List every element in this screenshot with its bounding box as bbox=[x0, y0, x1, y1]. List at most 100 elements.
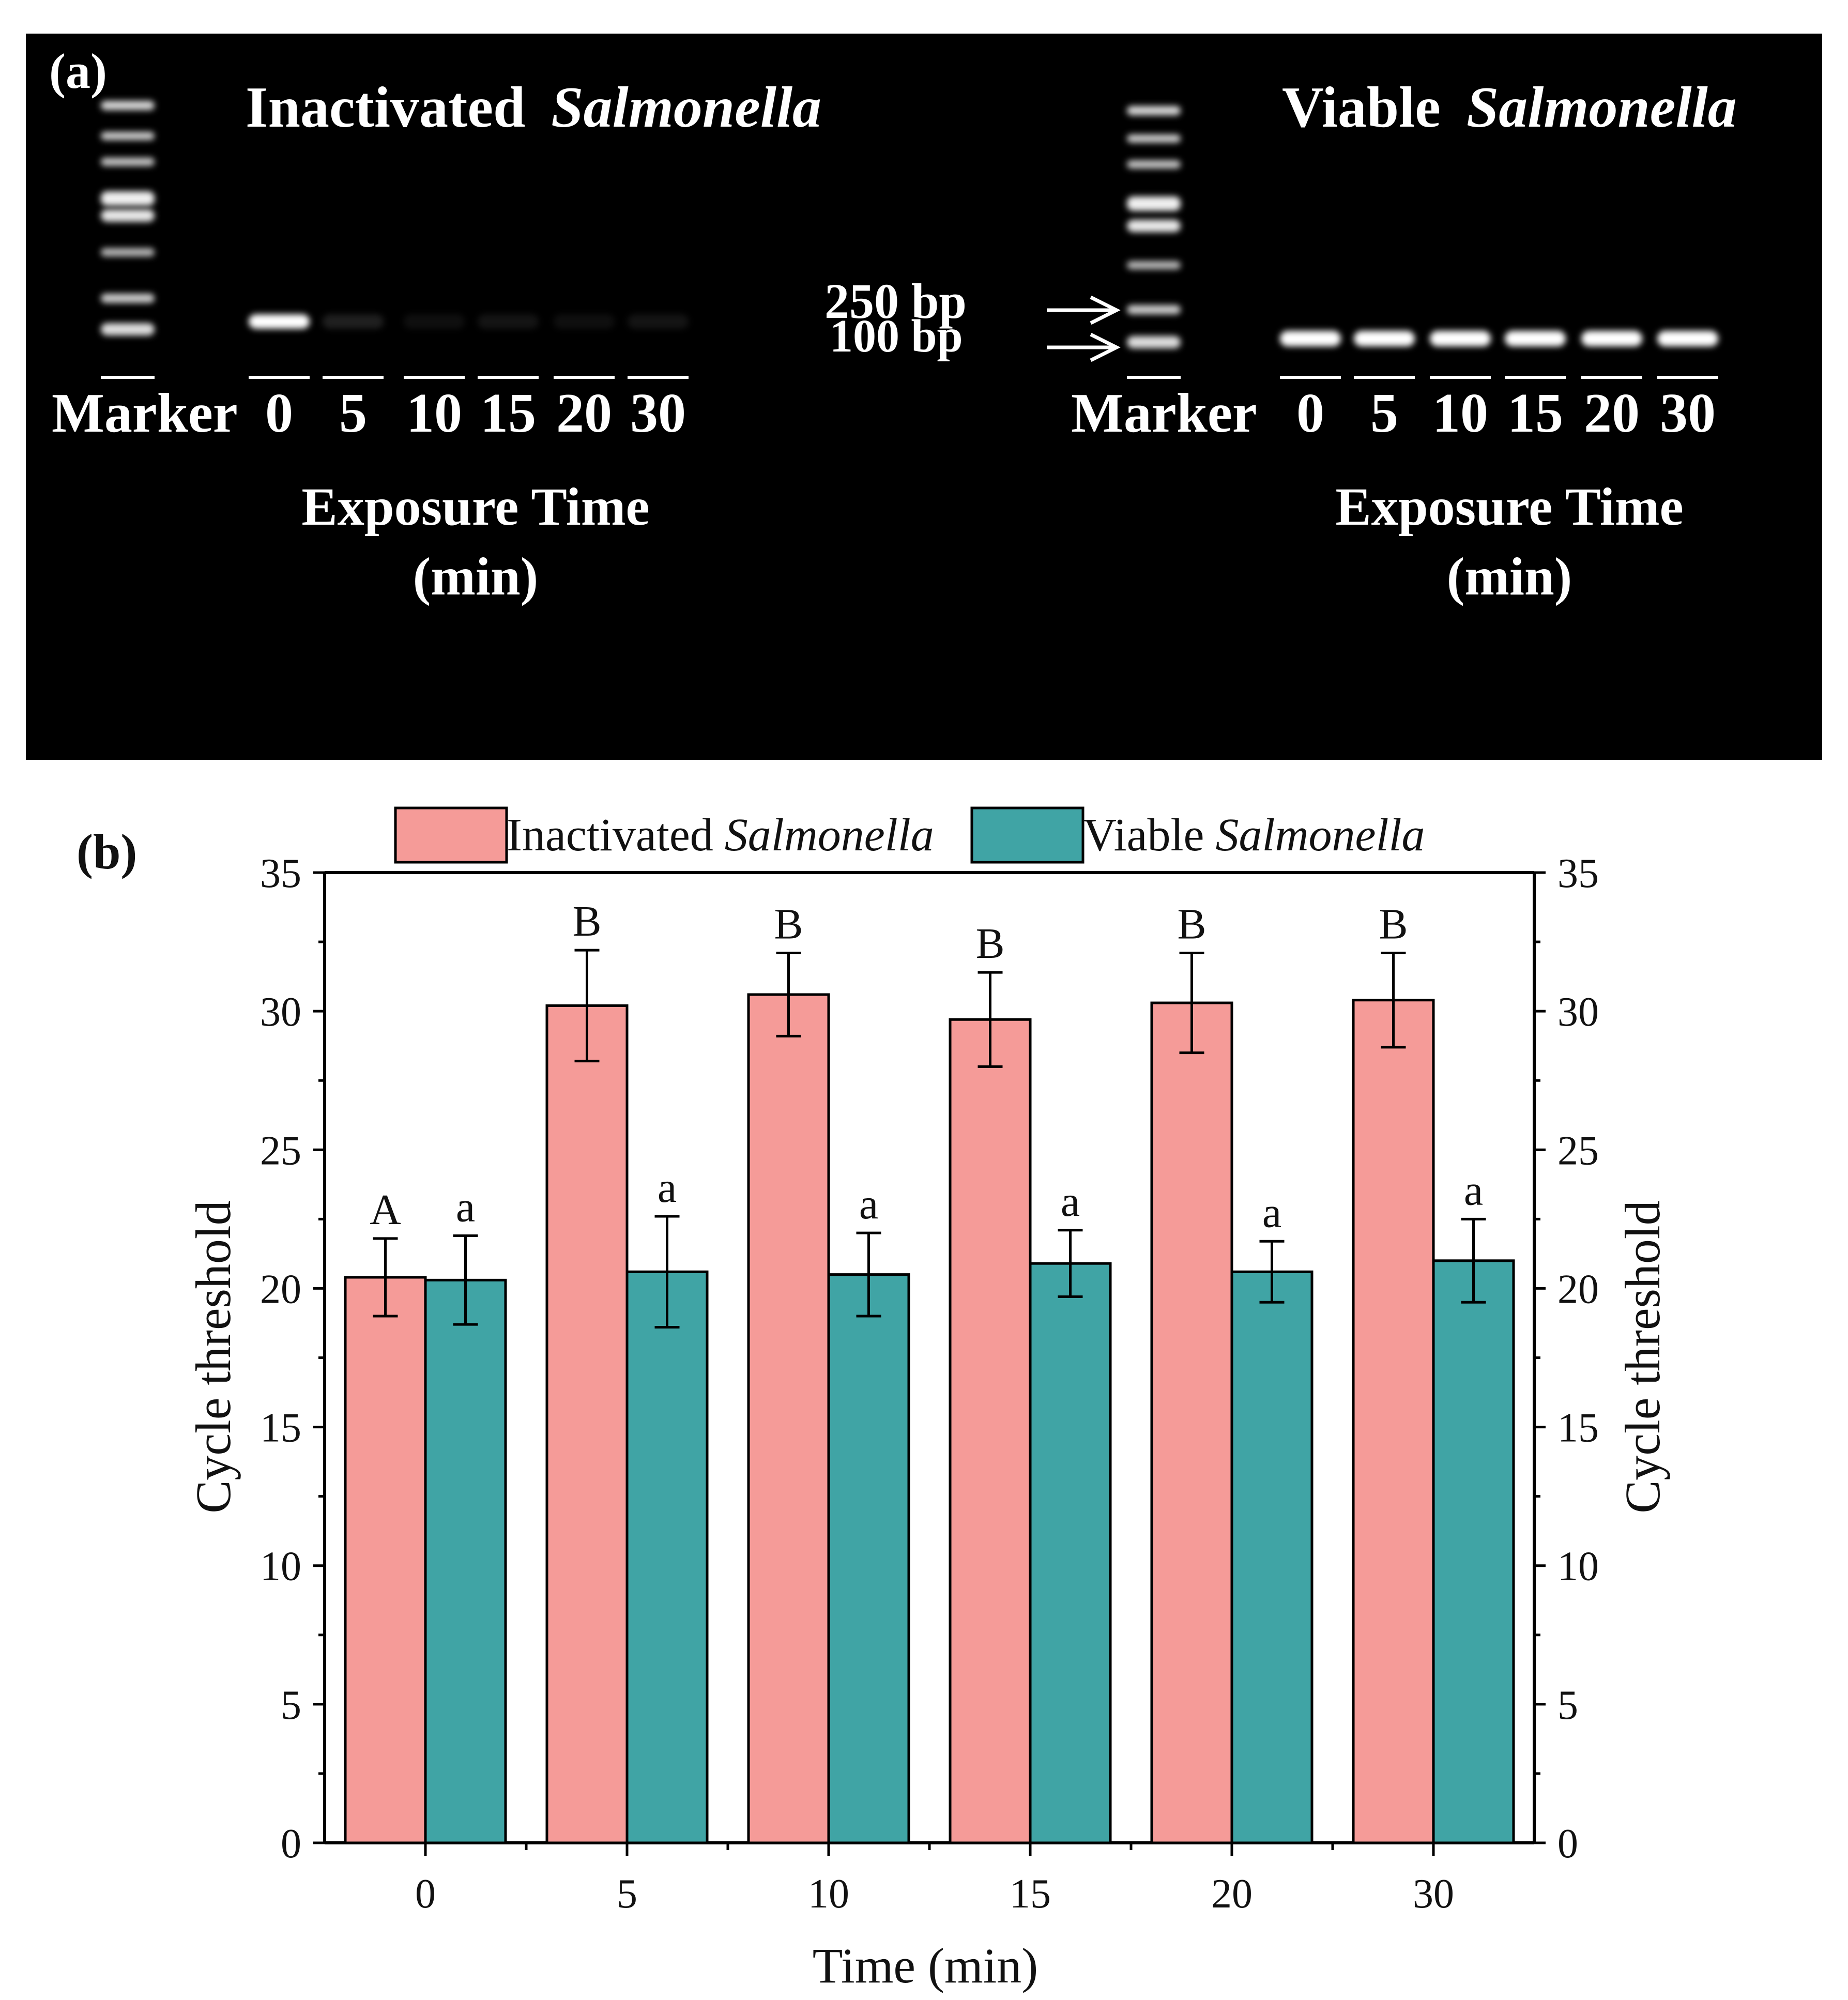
bar-viable bbox=[827, 1273, 910, 1844]
gel-title-inactivated-text: Inactivated bbox=[246, 75, 525, 140]
ladder-band bbox=[1127, 261, 1181, 269]
significance-letter: a bbox=[456, 1183, 475, 1231]
marker-label-right: Marker bbox=[1071, 383, 1257, 444]
ladder-band bbox=[1127, 220, 1181, 232]
error-bar bbox=[1461, 1217, 1486, 1304]
ladder-band bbox=[101, 323, 155, 335]
ladder-left bbox=[101, 101, 155, 335]
x-tick-label: 5 bbox=[617, 1871, 637, 1917]
error-bar bbox=[1259, 1240, 1285, 1304]
y-tick-label-right: 30 bbox=[1557, 989, 1599, 1035]
y-tick-label-left: 30 bbox=[260, 989, 301, 1035]
y-tick-label-right: 20 bbox=[1557, 1266, 1599, 1312]
bars bbox=[344, 993, 1515, 1844]
y-tick-label-right: 0 bbox=[1557, 1821, 1578, 1867]
marker-label-left: Marker bbox=[52, 383, 238, 444]
legend-label-viable-text: Viable bbox=[1083, 810, 1204, 861]
lane-label-viable: 15 bbox=[1507, 383, 1563, 444]
gel-band-viable bbox=[1280, 331, 1341, 346]
bar-chart-panel: (b) Inactivated Salmonella Viable Salmonel… bbox=[77, 806, 1670, 1993]
bar-inactivated bbox=[1352, 999, 1435, 1844]
y-tick-label-right: 5 bbox=[1557, 1683, 1578, 1728]
gel-title-inactivated-italic: Salmonella bbox=[551, 75, 821, 140]
x-tick-label: 15 bbox=[1010, 1871, 1051, 1917]
ladder-band bbox=[101, 248, 155, 256]
ladder-band bbox=[1127, 196, 1181, 211]
gel-band-inactivated bbox=[249, 314, 310, 329]
ladder-band bbox=[101, 101, 155, 110]
significance-letter: a bbox=[1061, 1178, 1080, 1226]
y-tick-label-left: 5 bbox=[281, 1683, 301, 1728]
gel-band-viable bbox=[1354, 331, 1415, 346]
exposure-caption-right-line1: Exposure Time bbox=[1335, 477, 1683, 537]
lane-label-inactivated: 15 bbox=[480, 383, 536, 444]
lane-label-inactivated: 30 bbox=[630, 383, 686, 444]
bar-inactivated bbox=[545, 1004, 629, 1844]
gel-bands-inactivated bbox=[249, 314, 689, 329]
y-ticks: 0 0 5 5 10 10 15 15 20 20 25 25 30 30 35 35 bbox=[260, 851, 1599, 1867]
ladder-band bbox=[1127, 106, 1181, 115]
x-tick-label: 10 bbox=[808, 1871, 849, 1917]
significance-letter: A bbox=[370, 1186, 401, 1234]
legend: Inactivated Salmonella Viable Salmonella bbox=[394, 806, 1425, 864]
y-tick-label-left: 0 bbox=[281, 1821, 301, 1867]
bar-inactivated bbox=[747, 993, 830, 1844]
y-tick-label-left: 20 bbox=[260, 1266, 301, 1312]
gel-band-viable bbox=[1581, 331, 1642, 346]
legend-label-viable-italic: Salmonella bbox=[1216, 810, 1425, 861]
error-bar bbox=[856, 1231, 881, 1318]
gel-title-viable: Viable Salmonella bbox=[1282, 75, 1737, 140]
significance-letter: B bbox=[1379, 900, 1408, 949]
legend-swatch-viable bbox=[970, 806, 1085, 864]
size-label-250bp: 250 bp bbox=[824, 273, 967, 329]
gel-bands-viable bbox=[1280, 331, 1718, 346]
ladder-band bbox=[101, 209, 155, 222]
ladder-band bbox=[1127, 305, 1181, 314]
lane-label-viable: 0 bbox=[1296, 383, 1324, 444]
y-tick-label-left: 10 bbox=[260, 1544, 301, 1590]
gel-band-inactivated bbox=[478, 314, 539, 329]
exposure-caption-right-line2: (min) bbox=[1447, 547, 1572, 606]
gel-band-inactivated bbox=[554, 314, 615, 329]
y-tick-label-left: 25 bbox=[260, 1128, 301, 1173]
gel-background bbox=[26, 34, 1822, 760]
y-tick-label-right: 35 bbox=[1557, 851, 1599, 896]
significance-letter: a bbox=[658, 1164, 677, 1212]
legend-label-inactivated-italic: Salmonella bbox=[725, 810, 934, 861]
y-tick-label-right: 15 bbox=[1557, 1406, 1599, 1451]
significance-letter: B bbox=[774, 900, 803, 949]
lane-label-inactivated: 20 bbox=[556, 383, 612, 444]
y-tick-label-right: 25 bbox=[1557, 1128, 1599, 1173]
error-bar bbox=[1381, 952, 1406, 1049]
bar-inactivated bbox=[949, 1018, 1032, 1844]
ladder-band bbox=[1127, 134, 1181, 143]
lane-label-viable: 10 bbox=[1432, 383, 1488, 444]
bar-viable bbox=[424, 1278, 507, 1844]
ladder-band bbox=[101, 191, 155, 206]
gel-band-viable bbox=[1657, 331, 1718, 346]
exposure-caption-left-line1: Exposure Time bbox=[301, 477, 649, 537]
size-label-100bp: 100 bp bbox=[830, 311, 963, 362]
legend-label-viable: Viable Salmonella bbox=[1083, 810, 1425, 861]
gel-band-inactivated bbox=[628, 314, 689, 329]
y-axis-label-right: Cycle threshold bbox=[1615, 1200, 1670, 1513]
ladder-band bbox=[101, 294, 155, 303]
arrow-icon bbox=[1047, 295, 1121, 325]
significance-letter: B bbox=[975, 920, 1004, 968]
significance-letter: a bbox=[1464, 1166, 1483, 1214]
gel-band-inactivated bbox=[323, 314, 384, 329]
bar-inactivated bbox=[1150, 1001, 1233, 1844]
legend-label-inactivated-text: Inactivated bbox=[507, 810, 713, 861]
gel-band-viable bbox=[1430, 331, 1491, 346]
bar-viable bbox=[625, 1270, 709, 1844]
error-bar bbox=[776, 952, 801, 1037]
exposure-caption-left-line2: (min) bbox=[413, 547, 539, 606]
panel-b-label: (b) bbox=[77, 824, 137, 879]
error-bar bbox=[978, 971, 1003, 1068]
panel-a-label: (a) bbox=[49, 43, 107, 99]
x-ticks: 0 5 10 15 20 30 bbox=[415, 1843, 1454, 1917]
error-bar bbox=[1058, 1229, 1083, 1299]
gel-band-viable bbox=[1505, 331, 1566, 346]
